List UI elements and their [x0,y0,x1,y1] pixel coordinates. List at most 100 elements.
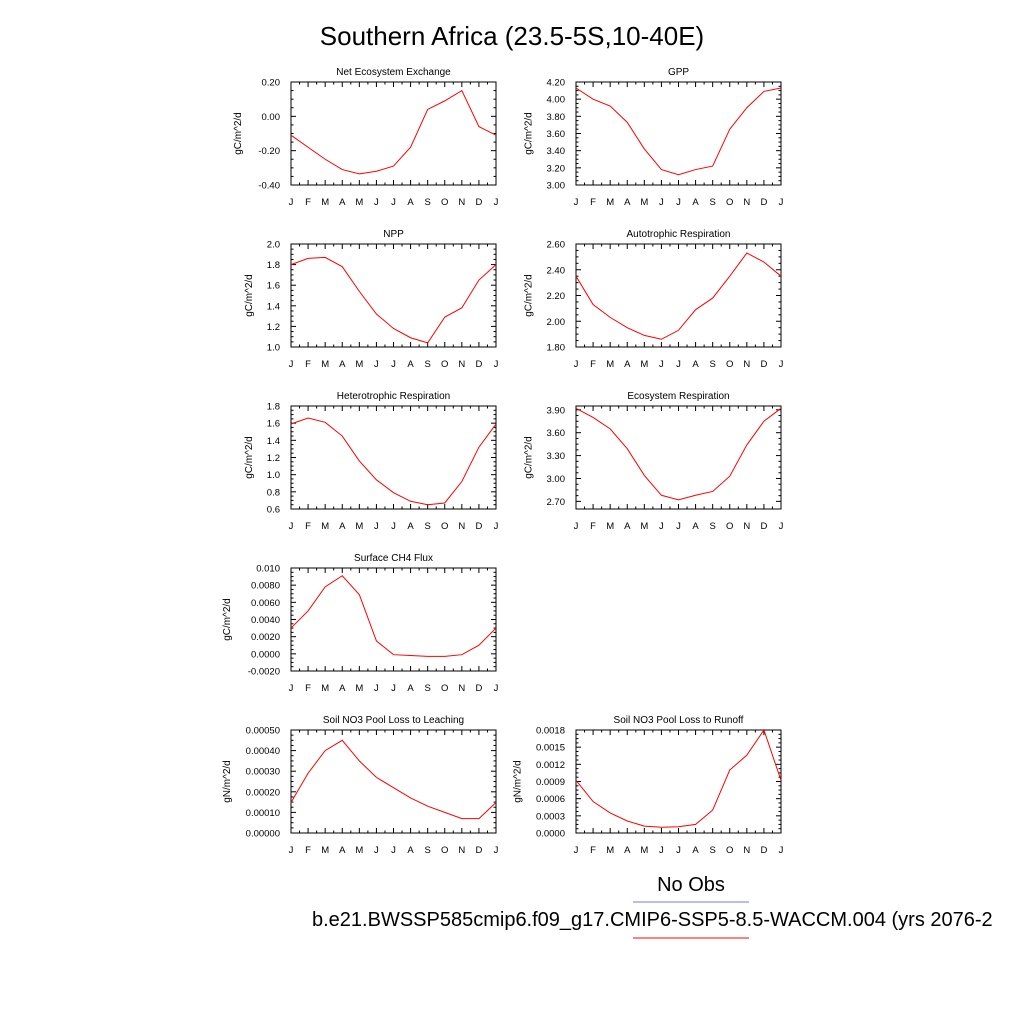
x-tick-label: J [494,197,499,208]
y-tick-label: 1.4 [267,301,280,312]
y-tick-label: 2.00 [547,317,566,328]
x-tick-label: A [407,683,414,694]
x-tick-label: M [606,197,614,208]
legend-obs-label: No Obs [657,874,725,896]
x-tick-label: J [289,359,294,370]
x-tick-label: F [590,845,596,856]
y-tick-label: 0.010 [256,564,280,575]
y-tick-label: 0.00020 [246,787,280,798]
x-tick-label: A [692,359,699,370]
x-tick-label: M [321,197,329,208]
y-tick-label: 0.00000 [246,829,280,840]
x-tick-label: J [289,197,294,208]
y-tick-label: 0.0080 [251,581,280,592]
y-tick-label: 0.0040 [251,615,280,626]
legend: No Obs b.e21.BWSSP585cmip6.f09_g17.CMIP6… [312,874,993,939]
x-tick-label: A [339,845,346,856]
y-tick-label: -0.0020 [248,667,280,678]
y-axis-label: gC/m^2/d [222,598,233,641]
x-tick-label: M [640,197,648,208]
series-line [290,417,497,506]
x-tick-label: O [726,845,733,856]
x-tick-label: O [441,845,448,856]
y-tick-label: 0.8 [267,487,280,498]
x-tick-label: M [321,683,329,694]
y-tick-label: 0.20 [262,78,281,89]
x-tick-label: J [574,359,579,370]
x-tick-label: J [494,359,499,370]
x-tick-label: J [374,197,379,208]
y-tick-label: 0.0003 [536,811,565,822]
x-tick-label: J [659,845,664,856]
x-tick-label: M [355,683,363,694]
legend-model-label: b.e21.BWSSP585cmip6.f09_g17.CMIP6-SSP5-8… [312,909,993,931]
x-tick-label: D [475,521,482,532]
plot-frame [575,729,782,834]
series-line [575,728,782,828]
x-tick-label: M [321,359,329,370]
x-tick-label: J [659,521,664,532]
y-tick-label: -0.20 [258,146,280,157]
y-tick-label: 3.90 [547,405,566,416]
x-tick-label: J [391,845,396,856]
x-tick-label: M [355,845,363,856]
y-tick-label: 0.6 [267,505,280,516]
x-tick-label: S [424,683,430,694]
y-tick-label: 4.00 [547,95,566,106]
x-tick-label: A [624,197,631,208]
x-tick-label: S [424,359,430,370]
y-tick-label: 1.80 [547,343,566,354]
x-tick-label: O [441,359,448,370]
y-axis-label: gC/m^2/d [524,436,535,479]
y-tick-label: 0.0006 [536,794,565,805]
figure-title: Southern Africa (23.5-5S,10-40E) [320,21,704,51]
x-tick-label: M [640,521,648,532]
y-tick-label: 2.20 [547,291,566,302]
x-tick-label: N [743,197,750,208]
x-tick-label: J [494,845,499,856]
panel-title: Ecosystem Respiration [627,391,729,402]
x-tick-label: J [676,521,681,532]
x-tick-label: J [374,845,379,856]
y-tick-label: 2.70 [547,497,566,508]
panel-title: Surface CH4 Flux [354,553,433,564]
series-line [290,256,497,344]
series-line [575,87,782,176]
y-tick-label: 0.00 [262,112,281,123]
x-tick-label: S [709,845,715,856]
panel-title: Soil NO3 Pool Loss to Leaching [323,715,464,726]
plot-frame [575,81,782,186]
series-line [575,252,782,340]
x-tick-label: J [779,359,784,370]
x-tick-label: J [779,845,784,856]
y-tick-label: 0.0018 [536,726,565,737]
x-tick-label: D [475,197,482,208]
x-tick-label: S [709,521,715,532]
x-tick-label: A [692,521,699,532]
y-axis-label: gN/m^2/d [512,760,523,803]
y-tick-label: 0.00030 [246,767,280,778]
x-tick-label: J [374,683,379,694]
y-tick-label: 0.00050 [246,726,280,737]
x-tick-label: M [640,359,648,370]
x-tick-label: S [709,197,715,208]
x-tick-label: D [760,197,767,208]
x-tick-label: N [458,845,465,856]
x-tick-label: F [590,359,596,370]
x-tick-label: D [475,359,482,370]
x-tick-label: A [407,521,414,532]
y-tick-label: 3.60 [547,428,566,439]
x-tick-label: F [305,359,311,370]
y-axis-label: gC/m^2/d [244,274,255,317]
x-tick-label: D [475,683,482,694]
y-tick-label: 0.00010 [246,808,280,819]
x-tick-label: S [424,197,430,208]
x-tick-label: O [726,197,733,208]
series-line [290,89,497,175]
y-tick-label: 0.0000 [536,829,565,840]
